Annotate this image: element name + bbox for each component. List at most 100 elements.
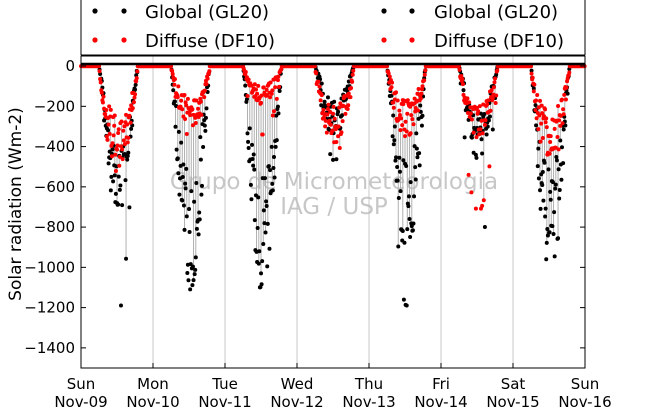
- point-global: [482, 112, 487, 117]
- point-global: [197, 217, 202, 222]
- point-diffuse: [346, 91, 351, 96]
- point-global: [189, 189, 194, 194]
- point-diffuse: [556, 104, 561, 109]
- point-diffuse: [118, 144, 123, 149]
- point-global: [273, 144, 278, 149]
- point-diffuse: [536, 127, 541, 132]
- point-diffuse: [460, 76, 465, 81]
- point-diffuse: [322, 115, 327, 120]
- point-diffuse: [457, 67, 462, 72]
- point-global: [252, 218, 257, 223]
- point-diffuse: [179, 98, 184, 103]
- legend: Global (GL20) Diffuse (DF10) Global (GL2…: [92, 2, 564, 52]
- point-diffuse: [474, 135, 479, 140]
- point-global: [397, 169, 402, 174]
- point-diffuse: [127, 113, 132, 118]
- point-diffuse: [567, 70, 572, 75]
- point-global: [262, 176, 267, 181]
- point-global: [535, 164, 540, 169]
- point-diffuse: [172, 77, 177, 82]
- x-tick-label-day: Sat: [501, 375, 526, 393]
- point-global: [272, 175, 277, 180]
- point-global: [418, 103, 423, 108]
- plot-frame: [80, 55, 586, 369]
- point-global: [252, 167, 257, 172]
- point-global: [322, 99, 327, 104]
- point-global: [111, 179, 116, 184]
- point-global: [259, 282, 264, 287]
- point-diffuse: [259, 93, 264, 98]
- point-global: [196, 232, 201, 237]
- point-diffuse: [555, 134, 560, 139]
- point-diffuse: [264, 87, 269, 92]
- point-global: [265, 264, 270, 269]
- point-diffuse: [319, 93, 324, 98]
- point-diffuse: [115, 147, 120, 152]
- point-diffuse: [409, 113, 414, 118]
- point-diffuse: [130, 106, 135, 111]
- point-global: [540, 170, 545, 175]
- point-global: [407, 217, 412, 222]
- point-diffuse: [350, 72, 355, 77]
- point-diffuse: [132, 95, 137, 100]
- point-diffuse: [133, 92, 138, 97]
- x-tick-label-date: Nov-12: [270, 393, 323, 409]
- point-global: [413, 177, 418, 182]
- point-diffuse: [184, 103, 189, 108]
- point-global: [172, 99, 177, 104]
- vertical-gridlines: [152, 56, 514, 368]
- point-diffuse: [190, 107, 195, 112]
- point-diffuse: [473, 206, 478, 211]
- point-global: [397, 155, 402, 160]
- point-diffuse: [120, 157, 125, 162]
- point-global: [270, 181, 275, 186]
- point-global: [550, 180, 555, 185]
- point-diffuse: [552, 126, 557, 131]
- point-global: [125, 157, 130, 162]
- point-diffuse: [255, 91, 260, 96]
- point-global: [261, 208, 266, 213]
- point-diffuse: [544, 116, 549, 121]
- point-diffuse: [400, 123, 405, 128]
- point-diffuse: [395, 98, 400, 103]
- point-diffuse: [480, 131, 485, 136]
- point-global: [173, 124, 178, 129]
- point-diffuse: [493, 101, 498, 106]
- y-tick-label: −1400: [24, 339, 75, 357]
- point-diffuse: [325, 107, 330, 112]
- point-global: [244, 97, 249, 102]
- point-global: [469, 135, 474, 140]
- point-global: [563, 123, 568, 128]
- point-global: [194, 226, 199, 231]
- point-global: [536, 146, 541, 151]
- point-global: [547, 230, 552, 235]
- point-diffuse: [270, 88, 275, 93]
- point-global: [336, 109, 341, 114]
- point-global: [395, 178, 400, 183]
- point-diffuse: [204, 82, 209, 87]
- point-diffuse: [469, 117, 474, 122]
- point-global: [553, 182, 558, 187]
- point-global: [558, 138, 563, 143]
- point-diffuse: [115, 143, 120, 148]
- point-global: [106, 161, 111, 166]
- point-diffuse: [249, 83, 254, 88]
- point-diffuse: [271, 109, 276, 114]
- point-diffuse: [246, 77, 251, 82]
- point-global: [542, 160, 547, 165]
- point-diffuse: [183, 116, 188, 121]
- point-global: [557, 196, 562, 201]
- x-tick-label-date: Nov-09: [54, 393, 107, 409]
- point-diffuse: [405, 111, 410, 116]
- point-diffuse: [180, 107, 185, 112]
- point-global: [251, 163, 256, 168]
- point-global: [175, 156, 180, 161]
- point-diffuse: [416, 86, 421, 91]
- point-diffuse: [198, 96, 203, 101]
- point-diffuse: [336, 124, 341, 129]
- point-diffuse: [117, 154, 122, 159]
- point-global: [264, 203, 269, 208]
- point-global: [544, 257, 549, 262]
- point-global: [199, 183, 204, 188]
- point-diffuse: [270, 113, 275, 118]
